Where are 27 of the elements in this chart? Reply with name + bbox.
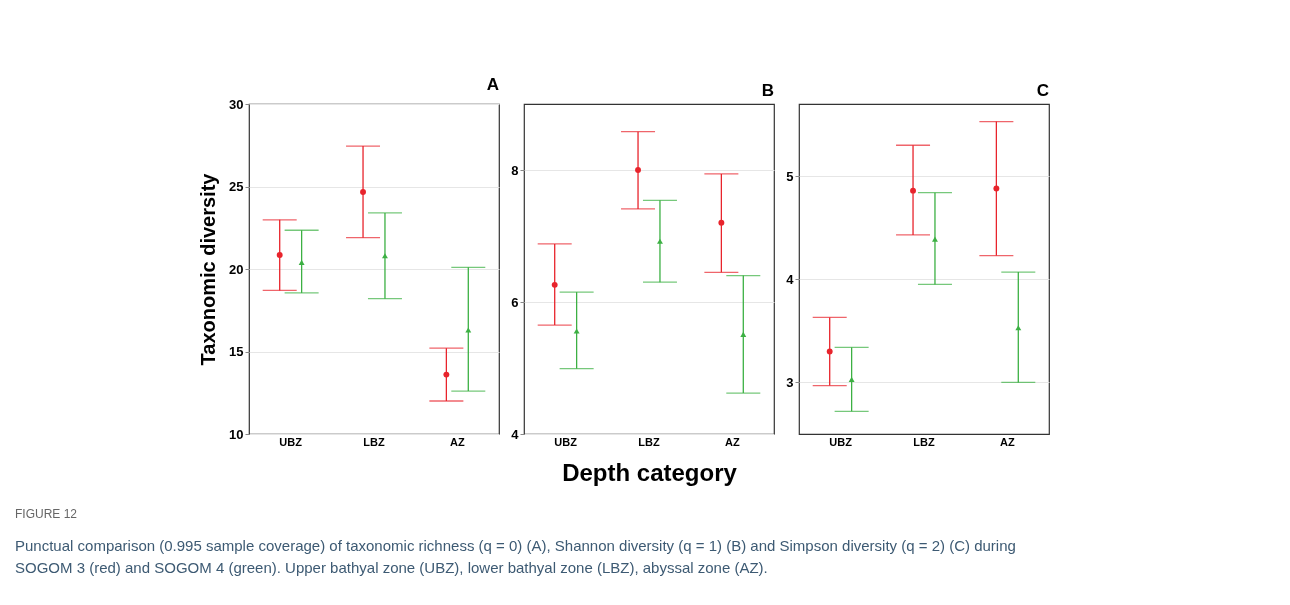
y-tick-label: 25 (229, 179, 244, 194)
x-tick-label: LBZ (913, 435, 935, 448)
x-tick-label: LBZ (363, 435, 385, 448)
x-tick-label: UBZ (279, 435, 303, 448)
y-tick-label: 10 (229, 426, 244, 442)
y-tick-label: 15 (229, 344, 244, 359)
y-axis-title: Taxonomic diversity (197, 172, 220, 366)
x-tick-label: LBZ (638, 435, 660, 448)
x-axis-title: Depth category (562, 458, 738, 486)
chart-title: A (486, 75, 499, 94)
text: Punctual comparison (0.995 sample coverage) of taxonomic richness (q = 0) (A), Shannon diversity (q = 1) (B) and Simpson diversity (q = 2) (C) during SOGOM 3 (red) and SOGOM 4 (green). Upper bathyal zone (UBZ), lower bathyal zone (LBZ), abyssal zone (AZ). (15, 537, 1016, 576)
x-tick-label: AZ (1000, 435, 1015, 448)
y-tick-label: 8 (511, 162, 519, 178)
y-tick-label: 5 (786, 168, 794, 184)
y-tick-label: 4 (511, 426, 520, 442)
x-tick-label: AZ (450, 435, 465, 448)
caption: FIGURE 12 (15, 507, 78, 521)
x-tick-label: UBZ (554, 435, 578, 448)
chart-title: B (761, 81, 774, 100)
y-tick-label: 6 (511, 294, 519, 310)
y-tick-label: 30 (229, 96, 244, 112)
y-tick-label: 3 (786, 374, 794, 390)
x-tick-label: UBZ (829, 435, 853, 448)
y-tick-label: 20 (229, 261, 244, 277)
chart-title: C (1036, 81, 1049, 100)
x-tick-label: AZ (725, 435, 740, 448)
y-tick-label: 4 (786, 271, 795, 287)
